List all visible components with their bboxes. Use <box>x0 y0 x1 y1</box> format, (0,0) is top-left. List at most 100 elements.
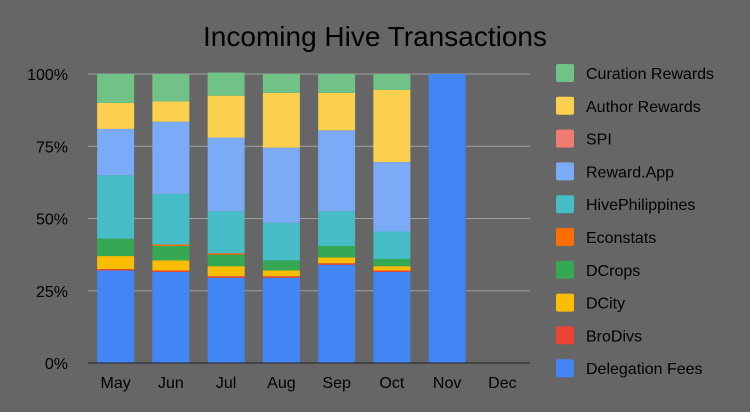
bars <box>97 72 466 363</box>
bar-segment-dcity-oct <box>373 266 411 271</box>
bar-segment-author-rewards-may <box>97 102 135 129</box>
legend-item-brodivs[interactable]: BroDivs <box>556 326 642 345</box>
bar-segment-brodivs-jul <box>207 276 245 278</box>
bar-segment-econstats-jun <box>152 244 190 246</box>
bar-segment-author-rewards-jul <box>207 95 245 138</box>
y-tick-label: 25% <box>36 284 68 301</box>
x-tick-label: Sep <box>322 375 351 392</box>
bar-segment-reward-app-aug <box>262 147 300 223</box>
bar-segment-econstats-jul <box>207 253 245 255</box>
bar-segment-curation-rewards-jul <box>207 72 245 96</box>
bar-segment-dcity-jun <box>152 260 190 271</box>
bar-segment-hivephilippines-sep <box>318 211 356 246</box>
legend-item-spi[interactable]: SPI <box>556 129 612 149</box>
bar-segment-hivephilippines-aug <box>262 222 300 261</box>
bar-segment-brodivs-jun <box>152 270 190 272</box>
bar-segment-curation-rewards-aug <box>262 74 300 93</box>
legend-label: DCrops <box>586 263 640 280</box>
bar-segment-brodivs-may <box>97 269 135 271</box>
y-tick-label: 50% <box>36 212 68 229</box>
legend-item-reward-app[interactable]: Reward.App <box>556 162 674 181</box>
legend-swatch <box>556 96 574 115</box>
x-tick-label: Jun <box>158 375 184 392</box>
bar-segment-curation-rewards-oct <box>373 74 411 90</box>
legend-swatch <box>556 359 574 378</box>
y-tick-label: 100% <box>27 67 68 84</box>
bar-segment-dcity-may <box>97 256 135 270</box>
legend-swatch <box>556 162 574 181</box>
legend-item-author-rewards[interactable]: Author Rewards <box>556 96 701 116</box>
bar-segment-author-rewards-jun <box>152 101 190 122</box>
bar-segment-delegation-fees-aug <box>262 277 300 363</box>
legend-swatch <box>556 228 574 246</box>
x-tick-label: May <box>101 375 131 392</box>
bar-segment-delegation-fees-oct <box>373 271 411 363</box>
bar-segment-dcrops-jul <box>207 254 245 267</box>
bar-segment-curation-rewards-jun <box>152 74 190 102</box>
bar-segment-dcrops-jun <box>152 245 190 261</box>
legend-label: Curation Rewards <box>586 66 714 83</box>
x-axis-tick-labels: May Jun Jul Aug Sep Oct Nov Dec <box>101 375 517 392</box>
bar-segment-delegation-fees-jul <box>207 277 245 363</box>
legend-swatch <box>556 129 574 148</box>
x-tick-label: Oct <box>379 375 404 392</box>
legend-item-dcrops[interactable]: DCrops <box>556 260 640 280</box>
bar-segment-delegation-fees-jun <box>152 271 190 363</box>
bar-segment-curation-rewards-may <box>97 74 135 103</box>
legend-swatch <box>556 64 574 82</box>
bar-segment-author-rewards-oct <box>373 89 411 163</box>
x-tick-label: Dec <box>488 375 516 392</box>
legend-swatch <box>556 195 574 214</box>
legend-item-curation-rewards[interactable]: Curation Rewards <box>556 64 714 83</box>
bar-segment-reward-app-jun <box>152 121 190 194</box>
legend-label: HivePhilippines <box>586 197 695 214</box>
bar-segment-author-rewards-aug <box>262 92 300 148</box>
x-tick-label: Jul <box>216 375 236 392</box>
bar-segment-reward-app-jul <box>207 137 245 212</box>
bar-segment-delegation-fees-sep <box>318 264 356 363</box>
legend-swatch <box>556 326 574 345</box>
legend-label: Delegation Fees <box>586 361 703 378</box>
bar-segment-delegation-fees-may <box>97 270 135 363</box>
bar-segment-reward-app-sep <box>318 130 356 212</box>
bar-segment-brodivs-aug <box>262 276 300 278</box>
legend-label: BroDivs <box>586 328 642 345</box>
legend-label: Reward.App <box>586 164 674 181</box>
bar-segment-dcrops-sep <box>318 245 356 258</box>
x-tick-label: Aug <box>267 375 295 392</box>
bar-segment-hivephilippines-jun <box>152 193 190 245</box>
legend-label: DCity <box>586 296 625 313</box>
legend-item-dcity[interactable]: DCity <box>556 293 625 313</box>
bar-segment-reward-app-may <box>97 128 135 176</box>
legend-item-delegation-fees[interactable]: Delegation Fees <box>556 359 703 378</box>
bar-segment-curation-rewards-sep <box>318 74 356 93</box>
legend-label: SPI <box>586 132 612 149</box>
bar-segment-brodivs-sep <box>318 263 356 265</box>
legend-item-hivephilippines[interactable]: HivePhilippines <box>556 195 695 214</box>
bar-segment-reward-app-oct <box>373 162 411 232</box>
bar-segment-dcrops-aug <box>262 260 300 271</box>
bar-segment-brodivs-oct <box>373 270 411 272</box>
y-axis-tick-labels: 0% 25% 50% 75% 100% <box>27 67 68 373</box>
bar-segment-dcrops-oct <box>373 258 411 267</box>
bar-segment-hivephilippines-may <box>97 175 135 239</box>
bar-segment-hivephilippines-jul <box>207 211 245 254</box>
chart-title: Incoming Hive Transactions <box>203 21 547 52</box>
bar-segment-hivephilippines-oct <box>373 231 411 259</box>
legend-label: Author Rewards <box>586 99 701 116</box>
y-tick-label: 0% <box>45 356 68 373</box>
y-tick-label: 75% <box>36 139 68 156</box>
legend-label: Econstats <box>586 230 656 247</box>
legend[interactable]: Curation Rewards Author Rewards SPI Reward.… <box>556 64 714 378</box>
bar-segment-dcrops-may <box>97 238 135 257</box>
legend-item-econstats[interactable]: Econstats <box>556 228 656 247</box>
legend-swatch <box>556 293 574 312</box>
x-tick-label: Nov <box>433 375 461 392</box>
bar-segment-dcity-sep <box>318 257 356 264</box>
bar-segment-delegation-fees-nov <box>428 74 466 363</box>
bar-segment-dcity-aug <box>262 270 300 277</box>
bar-segment-author-rewards-sep <box>318 92 356 131</box>
bar-segment-dcity-jul <box>207 266 245 277</box>
